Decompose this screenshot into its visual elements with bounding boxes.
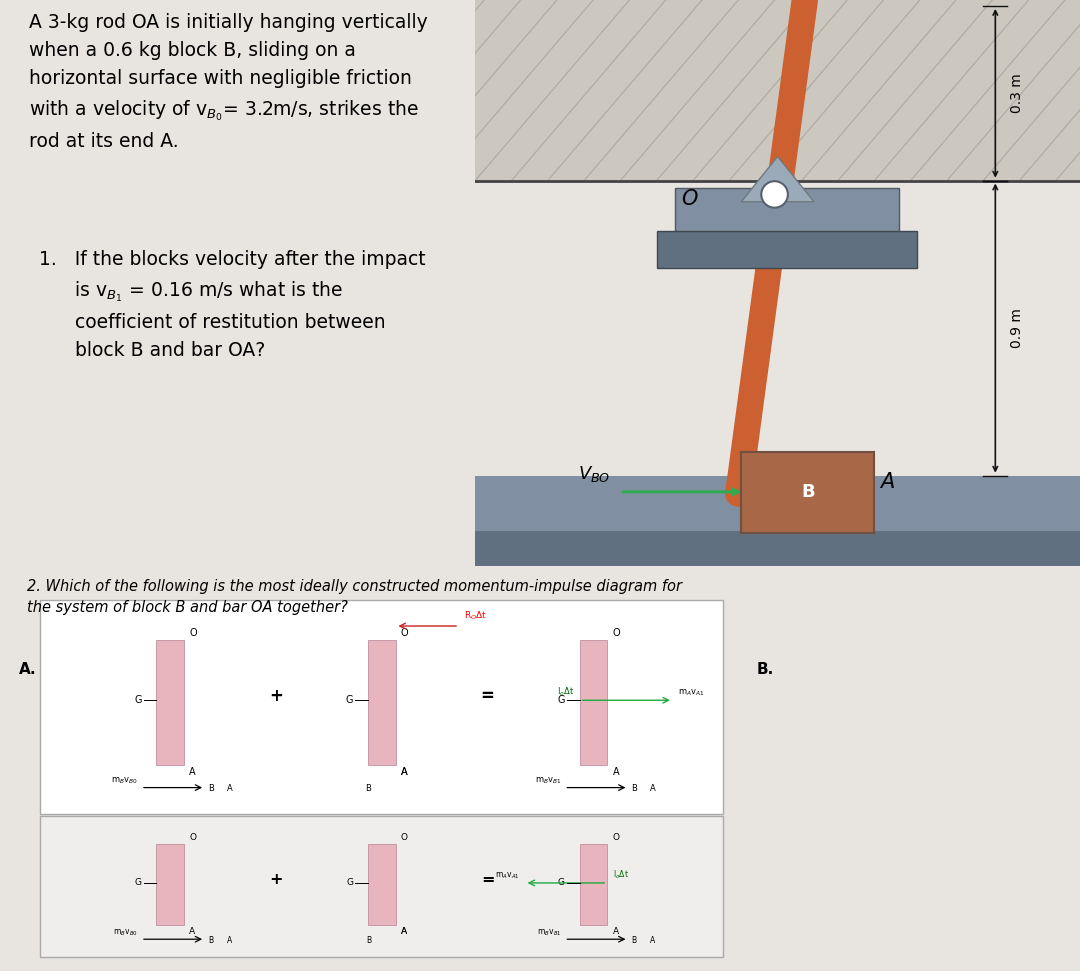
- Text: =: =: [481, 872, 495, 887]
- Text: I$_o\Delta$t: I$_o\Delta$t: [557, 686, 575, 698]
- Text: A: A: [401, 767, 407, 778]
- Text: A: A: [189, 927, 195, 936]
- Text: 0.3 m: 0.3 m: [1011, 74, 1025, 114]
- FancyBboxPatch shape: [40, 816, 724, 957]
- Text: O: O: [401, 833, 408, 842]
- FancyBboxPatch shape: [475, 476, 1080, 533]
- Text: A: A: [401, 927, 407, 936]
- FancyBboxPatch shape: [580, 844, 607, 925]
- Text: I$_o\Delta$t: I$_o\Delta$t: [612, 868, 629, 881]
- Text: A: A: [401, 927, 407, 936]
- Text: 2. Which of the following is the most ideally constructed momentum-impulse diagr: 2. Which of the following is the most id…: [27, 579, 681, 616]
- Text: B: B: [366, 936, 372, 945]
- FancyBboxPatch shape: [40, 600, 724, 814]
- Text: A.: A.: [19, 662, 37, 678]
- Text: G: G: [347, 879, 353, 887]
- Text: A: A: [401, 767, 407, 778]
- Text: A: A: [227, 936, 232, 945]
- FancyBboxPatch shape: [675, 188, 899, 232]
- Text: +: +: [269, 872, 283, 887]
- Text: B: B: [801, 483, 814, 501]
- Text: m$_A$v$_{A1}$: m$_A$v$_{A1}$: [678, 687, 705, 698]
- Text: O: O: [189, 833, 197, 842]
- Text: O: O: [612, 628, 620, 638]
- Text: B: B: [365, 785, 372, 793]
- Text: +: +: [269, 687, 283, 705]
- Text: 0.9 m: 0.9 m: [1011, 308, 1025, 348]
- Text: A: A: [650, 785, 656, 793]
- FancyBboxPatch shape: [475, 531, 1080, 566]
- Text: A: A: [612, 767, 619, 778]
- Text: B.: B.: [757, 662, 774, 678]
- Text: O: O: [189, 628, 197, 638]
- Text: $V_{BO}$: $V_{BO}$: [578, 463, 610, 484]
- Text: A: A: [227, 785, 232, 793]
- Text: G: G: [557, 695, 565, 705]
- FancyBboxPatch shape: [157, 640, 184, 765]
- Text: G: G: [134, 695, 141, 705]
- Text: G: G: [346, 695, 353, 705]
- FancyBboxPatch shape: [157, 844, 184, 925]
- Text: m$_B$v$_{B1}$: m$_B$v$_{B1}$: [537, 927, 562, 938]
- Text: B: B: [208, 785, 214, 793]
- Polygon shape: [741, 156, 814, 202]
- Text: A: A: [612, 927, 619, 936]
- Text: m$_B$v$_{B0}$: m$_B$v$_{B0}$: [111, 776, 138, 787]
- Text: O: O: [680, 188, 698, 209]
- FancyBboxPatch shape: [475, 0, 1080, 181]
- Text: A 3-kg rod OA is initially hanging vertically
when a 0.6 kg block B, sliding on : A 3-kg rod OA is initially hanging verti…: [29, 14, 429, 151]
- Text: A: A: [650, 936, 656, 945]
- Text: 1.   If the blocks velocity after the impact
      is v$_{B_1}$ = 0.16 m/s what : 1. If the blocks velocity after the impa…: [39, 251, 426, 360]
- Text: R$_O\Delta$t: R$_O\Delta$t: [464, 610, 487, 622]
- Text: m$_B$v$_{B1}$: m$_B$v$_{B1}$: [535, 776, 562, 787]
- Text: m$_B$v$_{B0}$: m$_B$v$_{B0}$: [113, 927, 138, 938]
- Text: G: G: [135, 879, 141, 887]
- Text: A: A: [880, 472, 894, 491]
- Circle shape: [761, 182, 788, 208]
- FancyBboxPatch shape: [368, 640, 395, 765]
- Text: =: =: [481, 687, 495, 705]
- Text: m$_A$v$_{A1}$: m$_A$v$_{A1}$: [495, 870, 519, 881]
- FancyBboxPatch shape: [657, 230, 917, 268]
- FancyBboxPatch shape: [368, 844, 395, 925]
- Text: A: A: [189, 767, 195, 778]
- FancyBboxPatch shape: [741, 452, 875, 533]
- Text: B: B: [632, 785, 637, 793]
- Text: O: O: [612, 833, 620, 842]
- Text: B: B: [208, 936, 213, 945]
- Text: O: O: [401, 628, 408, 638]
- Text: B: B: [632, 936, 636, 945]
- Text: G: G: [558, 879, 565, 887]
- FancyBboxPatch shape: [580, 640, 607, 765]
